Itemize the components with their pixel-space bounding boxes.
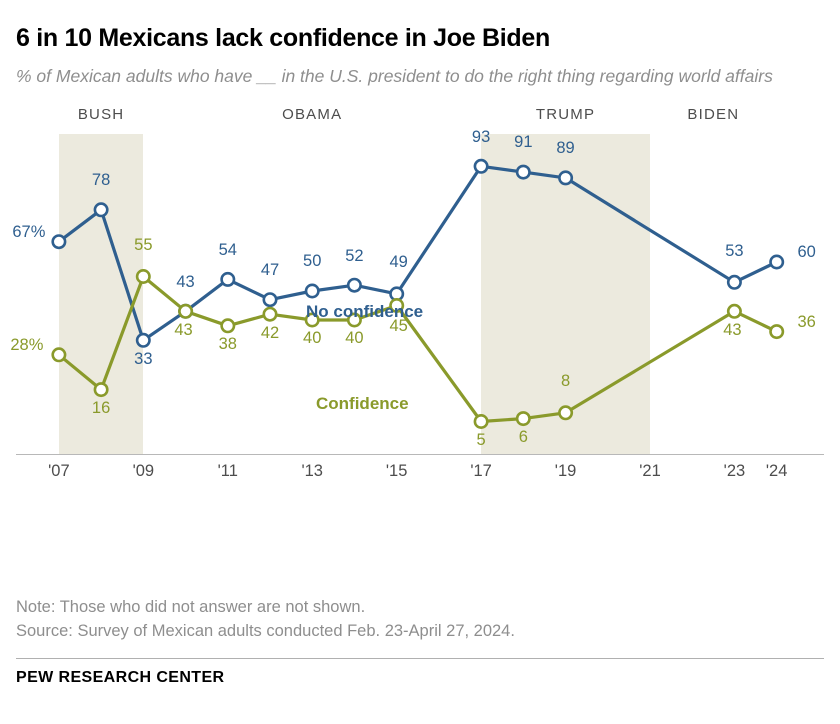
data-point bbox=[769, 324, 785, 340]
x-tick-label: '13 bbox=[301, 462, 323, 481]
data-label: 43 bbox=[723, 320, 742, 339]
x-tick-label: '19 bbox=[554, 462, 577, 481]
data-label: 36 bbox=[797, 312, 816, 331]
data-label: 38 bbox=[218, 335, 237, 354]
data-label: 28% bbox=[10, 336, 44, 355]
data-label: 78 bbox=[91, 171, 111, 190]
chart-subtitle: % of Mexican adults who have __ in the U… bbox=[16, 65, 773, 86]
data-label: 50 bbox=[303, 252, 322, 271]
data-label: 47 bbox=[260, 261, 280, 280]
x-tick-label: '17 bbox=[470, 462, 492, 481]
series-line bbox=[57, 275, 778, 424]
data-point bbox=[769, 254, 785, 270]
data-point bbox=[135, 333, 151, 349]
data-point bbox=[51, 234, 67, 250]
plot-area: BUSH OBAMA TRUMP BIDEN '07 '09 '11 '13 '15 '17 '19… bbox=[10, 106, 824, 506]
data-label: 5 bbox=[476, 430, 486, 449]
data-label: 53 bbox=[725, 241, 744, 260]
data-point bbox=[262, 307, 278, 323]
era-band bbox=[481, 134, 650, 455]
data-point bbox=[220, 272, 236, 288]
data-label: 89 bbox=[556, 139, 575, 158]
data-label: 6 bbox=[518, 427, 528, 446]
data-point bbox=[473, 414, 489, 430]
data-point bbox=[178, 304, 194, 320]
series-label-confidence: Confidence bbox=[316, 394, 409, 414]
x-tick-label: '11 bbox=[217, 462, 238, 481]
data-label: 42 bbox=[260, 323, 280, 342]
data-label: 67% bbox=[12, 223, 46, 242]
chart-note: Note: Those who did not answer are not s… bbox=[16, 598, 366, 616]
data-point bbox=[515, 411, 531, 427]
data-point bbox=[51, 347, 67, 363]
data-label: 54 bbox=[218, 240, 237, 259]
data-label: 93 bbox=[471, 127, 491, 146]
data-point bbox=[93, 382, 109, 398]
data-label: 55 bbox=[134, 235, 153, 254]
data-point bbox=[726, 275, 742, 291]
footer-divider bbox=[16, 657, 824, 659]
x-tick-label: '09 bbox=[132, 462, 155, 481]
data-point bbox=[220, 318, 236, 334]
data-label: 49 bbox=[389, 253, 408, 272]
x-tick-label: '07 bbox=[48, 462, 70, 481]
data-label: 8 bbox=[560, 372, 571, 391]
data-label: 43 bbox=[174, 320, 193, 339]
data-label: 43 bbox=[176, 272, 195, 291]
x-tick-label: '15 bbox=[385, 462, 408, 481]
data-point bbox=[346, 278, 362, 294]
data-label: 52 bbox=[345, 246, 364, 265]
era-label: BIDEN bbox=[687, 106, 740, 124]
brand-label: PEW RESEARCH CENTER bbox=[16, 668, 225, 686]
data-label: 91 bbox=[514, 133, 533, 152]
data-label: 40 bbox=[303, 329, 322, 348]
chart-source: Source: Survey of Mexican adults conduct… bbox=[16, 621, 515, 640]
data-label: 16 bbox=[91, 398, 111, 417]
data-point bbox=[473, 159, 489, 175]
data-point bbox=[558, 170, 574, 186]
x-tick-label: '24 bbox=[765, 462, 788, 481]
data-label: 60 bbox=[797, 243, 816, 262]
chart-footer: Note: Those who did not answer are not s… bbox=[16, 596, 824, 687]
data-point bbox=[726, 304, 742, 320]
data-point bbox=[93, 202, 109, 218]
data-point bbox=[515, 164, 531, 180]
page-title: 6 in 10 Mexicans lack confidence in Joe … bbox=[16, 24, 550, 52]
data-point bbox=[262, 292, 278, 308]
series-label-no-confidence: No confidence bbox=[306, 302, 424, 322]
data-point bbox=[346, 312, 362, 328]
era-label: OBAMA bbox=[282, 106, 343, 124]
x-tick-label: '23 bbox=[723, 462, 746, 481]
era-label: BUSH bbox=[77, 106, 125, 124]
line-chart: BUSH OBAMA TRUMP BIDEN '07 '09 '11 '13 '15 '17 '19… bbox=[10, 106, 824, 506]
era-label: TRUMP bbox=[535, 106, 596, 124]
data-point bbox=[389, 298, 405, 314]
data-point bbox=[304, 312, 320, 328]
data-label: 45 bbox=[389, 316, 408, 335]
data-label: 33 bbox=[134, 349, 153, 368]
x-tick-label: '21 bbox=[639, 462, 661, 481]
data-label: 40 bbox=[345, 329, 364, 348]
data-point bbox=[135, 269, 151, 285]
data-point bbox=[558, 405, 574, 421]
series-lines bbox=[51, 159, 785, 430]
x-axis-line bbox=[16, 454, 824, 456]
data-point bbox=[304, 283, 320, 299]
